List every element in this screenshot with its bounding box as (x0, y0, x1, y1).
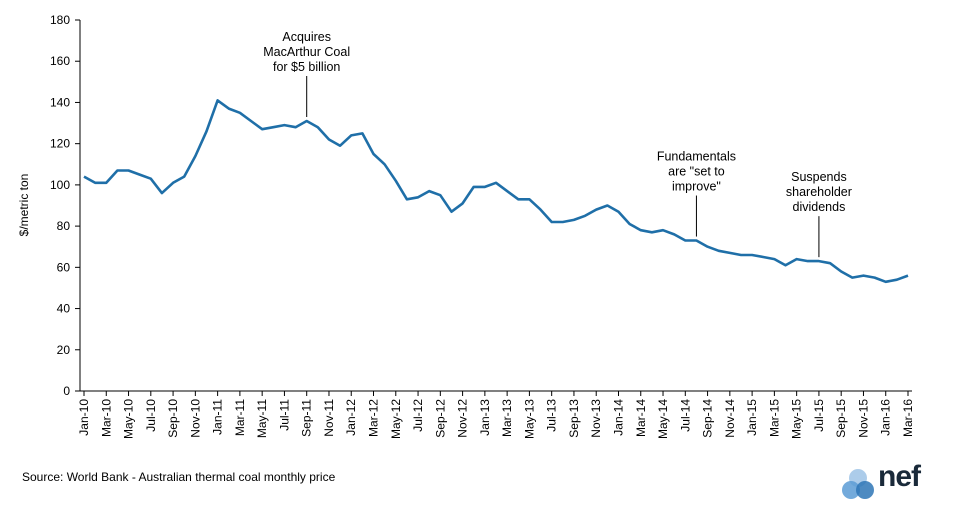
x-tick-label: Nov-10 (188, 399, 202, 438)
x-tick-label: Jan-16 (879, 399, 893, 436)
x-tick-label: Mar-15 (767, 399, 781, 437)
y-tick-label: 120 (50, 137, 70, 151)
x-tick-label: Mar-12 (367, 399, 381, 437)
x-tick-label: May-11 (255, 399, 269, 438)
source-note: Source: World Bank - Australian thermal … (22, 470, 336, 484)
annotation-text: MacArthur Coal (263, 45, 350, 59)
x-tick-label: May-13 (522, 399, 536, 439)
y-axis-label: $/metric ton (17, 174, 31, 237)
x-tick-label: Sep-14 (701, 399, 715, 438)
x-tick-label: Sep-12 (433, 399, 447, 438)
x-tick-label: May-14 (656, 399, 670, 439)
x-tick-label: Nov-13 (589, 399, 603, 438)
annotation-text: dividends (793, 200, 846, 214)
x-tick-label: Jan-15 (745, 399, 759, 436)
annotation-text: Fundamentals (657, 150, 736, 164)
y-tick-label: 140 (50, 95, 70, 109)
y-tick-label: 80 (57, 219, 71, 233)
x-tick-label: Nov-12 (456, 399, 470, 438)
x-tick-label: Nov-11 (322, 399, 336, 437)
x-tick-label: Jul-14 (678, 399, 692, 432)
x-tick-label: Jan-14 (611, 399, 625, 436)
x-tick-label: Jul-15 (812, 399, 826, 432)
x-tick-label: May-12 (389, 399, 403, 439)
x-tick-label: Mar-11 (233, 399, 247, 436)
x-tick-label: Sep-15 (834, 399, 848, 438)
series-group (83, 99, 909, 284)
x-tick-label: Jul-13 (545, 399, 559, 432)
x-tick-label: Nov-14 (723, 399, 737, 438)
y-tick-label: 100 (50, 178, 70, 192)
x-tick-label: Nov-15 (856, 399, 870, 438)
nef-logo: nef (838, 460, 938, 506)
annotation-text: Acquires (282, 30, 331, 44)
x-tick-label: Mar-10 (99, 399, 113, 437)
x-tick-label: May-10 (122, 399, 136, 439)
x-tick-label: Jan-12 (344, 399, 358, 436)
line-chart: 0 20 40 60 80 100 120 140 160 180 Jan-10 Mar-10 May… (17, 13, 915, 439)
annotation-text: are "set to (668, 165, 725, 179)
annotation-text: improve" (672, 180, 721, 194)
x-tick-label: Sep-11 (300, 399, 314, 437)
annotation-text: Suspends (791, 170, 847, 184)
y-tick-label: 0 (63, 384, 70, 398)
x-tick-label: May-15 (790, 399, 804, 439)
x-tick-label: Jul-10 (144, 399, 158, 432)
y-tick-label: 40 (57, 302, 71, 316)
y-axis: 0 20 40 60 80 100 120 140 160 180 (50, 13, 81, 398)
x-tick-label: Jul-12 (411, 399, 425, 432)
logo-text: nef (878, 460, 921, 493)
series-line (83, 99, 909, 284)
x-tick-label: Mar-14 (634, 399, 648, 437)
x-tick-label: Jan-10 (77, 399, 91, 436)
y-tick-label: 20 (57, 343, 71, 357)
y-tick-label: 60 (57, 260, 71, 274)
x-tick-label: Jan-11 (211, 399, 225, 435)
x-axis: Jan-10 Mar-10 May-10 Jul-10 Sep-10 Nov-10 Jan-… (77, 390, 915, 439)
y-tick-label: 160 (50, 54, 70, 68)
logo-circles-icon (842, 469, 874, 499)
annotation-text: for $5 billion (273, 60, 340, 74)
annotation-text: shareholder (786, 185, 852, 199)
x-tick-label: Sep-13 (567, 399, 581, 438)
x-tick-label: Sep-10 (166, 399, 180, 438)
x-tick-label: Jul-11 (277, 399, 291, 431)
x-tick-label: Jan-13 (478, 399, 492, 436)
y-tick-label: 180 (50, 13, 70, 27)
x-tick-label: Mar-16 (901, 399, 915, 437)
x-tick-label: Mar-13 (500, 399, 514, 437)
